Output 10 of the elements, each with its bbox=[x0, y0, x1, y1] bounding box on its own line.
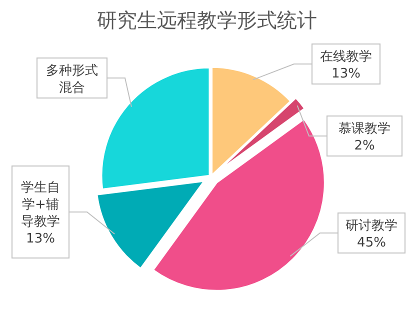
slice-label: 慕课教学 bbox=[338, 122, 390, 136]
chart-title: 研究生远程教学形式统计 bbox=[97, 8, 317, 32]
slice-label: 学生自学+辅导教学 bbox=[21, 180, 60, 230]
data-label: 45% bbox=[357, 236, 386, 250]
data-label: 13% bbox=[332, 66, 360, 82]
slice-label: 在线教学 bbox=[320, 50, 372, 64]
data-label: 2% bbox=[354, 138, 375, 154]
data-label: 13% bbox=[26, 232, 55, 246]
slice-label: 多种形式混合 bbox=[46, 64, 98, 96]
slice-label: 研讨教学 bbox=[346, 218, 398, 234]
